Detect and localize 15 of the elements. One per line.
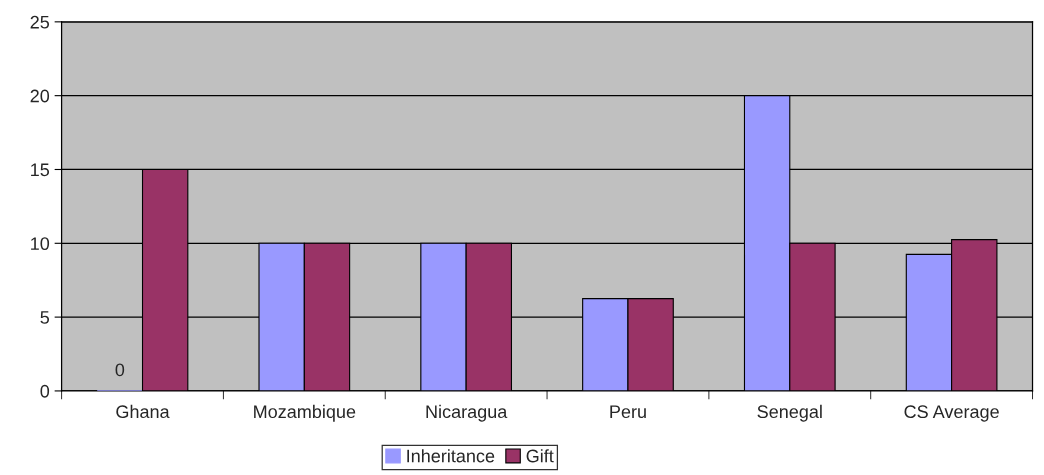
y-tick-label: 15 bbox=[31, 163, 50, 177]
y-tick-label: 20 bbox=[30, 89, 50, 103]
x-tick-label: Ghana bbox=[116, 404, 170, 419]
y-tick-label: 0 bbox=[40, 384, 50, 398]
y-tick-label: 25 bbox=[30, 15, 50, 29]
legend-label: Inheritance bbox=[407, 449, 495, 463]
y-tick-label: 5 bbox=[40, 311, 50, 324]
x-tick-label: CS Average bbox=[904, 405, 999, 422]
x-tick-label: Senegal bbox=[757, 404, 822, 422]
x-tick-label: Mozambique bbox=[254, 404, 356, 422]
data-label: 0 bbox=[115, 363, 125, 377]
y-tick-label: 10 bbox=[31, 237, 50, 251]
x-tick-label: Nicaragua bbox=[426, 404, 508, 422]
legend-label: Gift bbox=[526, 449, 554, 463]
x-tick-label: Peru bbox=[610, 405, 646, 419]
